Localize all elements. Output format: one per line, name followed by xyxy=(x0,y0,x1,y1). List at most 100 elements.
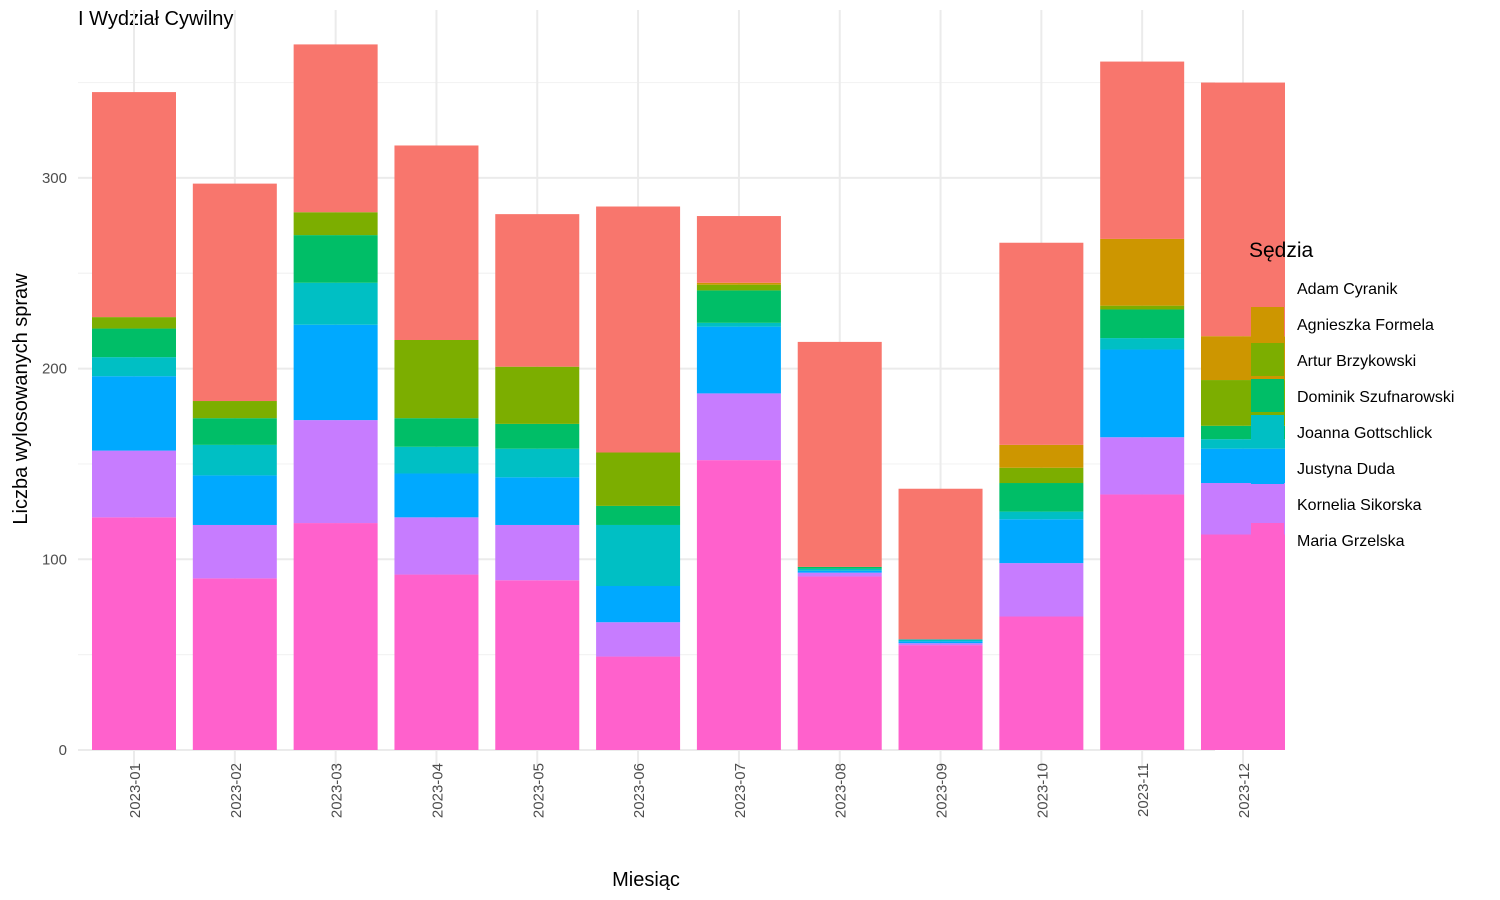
bar-segment xyxy=(898,643,983,646)
bar-segment xyxy=(293,523,378,750)
x-tick-label: 2023-04 xyxy=(429,763,446,818)
y-tick-label: 200 xyxy=(42,361,67,378)
bar-segment xyxy=(1201,439,1285,449)
legend-title: Sędzia xyxy=(1249,239,1314,262)
bar-segment xyxy=(293,282,378,325)
bar-segment xyxy=(192,475,277,525)
x-tick-label: 2023-05 xyxy=(530,763,547,818)
bar-segment xyxy=(999,483,1084,512)
legend-swatch xyxy=(1251,415,1284,448)
bar-segment xyxy=(999,444,1084,468)
legend-label: Maria Grzelska xyxy=(1297,533,1405,550)
bar-segment xyxy=(394,517,479,575)
bar-segment xyxy=(1100,305,1185,310)
bar-segment xyxy=(596,585,681,623)
bar-segment xyxy=(1201,534,1285,750)
bar-segment xyxy=(293,44,378,213)
bar-segment xyxy=(1100,349,1185,438)
bar-segment xyxy=(394,473,479,518)
bar-segment xyxy=(92,517,176,750)
x-tick-label: 2023-11 xyxy=(1135,763,1152,817)
legend-swatch xyxy=(1251,271,1284,304)
bar-segment xyxy=(495,214,580,367)
bar-segment xyxy=(192,183,277,402)
bar-segment xyxy=(495,524,580,581)
legend-label: Agnieszka Formela xyxy=(1297,317,1434,334)
bar-segment xyxy=(696,393,781,461)
y-tick-label: 100 xyxy=(42,551,67,568)
legend-swatch xyxy=(1251,487,1284,520)
bar-segment xyxy=(797,341,882,567)
legend-label: Justyna Duda xyxy=(1297,461,1395,478)
legend-label: Joanna Gottschlick xyxy=(1297,425,1433,442)
bar-segment xyxy=(92,317,176,329)
legend-swatch xyxy=(1251,451,1284,484)
bar-segment xyxy=(596,524,681,586)
x-tick-labels: 2023-01 2023-02 2023-03 2023-04 2023-05 2023-… xyxy=(127,763,1253,818)
bar-segment xyxy=(999,563,1084,617)
bar-segment xyxy=(394,145,479,340)
bar-segment xyxy=(999,616,1084,750)
bar-segment xyxy=(1100,309,1185,339)
x-tick-label: 2023-02 xyxy=(228,763,245,818)
bar-segment xyxy=(898,645,983,750)
bar-segment xyxy=(495,477,580,525)
bar-segment xyxy=(696,282,781,285)
bar-segment xyxy=(696,322,781,327)
legend-label: Adam Cyranik xyxy=(1297,281,1398,298)
bar-segment xyxy=(596,656,681,750)
bar-segment xyxy=(696,326,781,394)
bar-segment xyxy=(797,570,882,573)
x-tick-label: 2023-12 xyxy=(1236,763,1253,818)
bar-segment xyxy=(1100,494,1185,750)
bar-segment xyxy=(797,572,882,577)
y-tick-label: 0 xyxy=(59,742,67,759)
bar-segment xyxy=(797,576,882,750)
bar-segment xyxy=(92,376,176,451)
bar-segment xyxy=(696,290,781,323)
bar-segment xyxy=(394,446,479,474)
bar-segment xyxy=(293,324,378,421)
bar-segment xyxy=(394,574,479,750)
bar-segment xyxy=(293,212,378,236)
bar-segment xyxy=(898,639,983,642)
bar-segment xyxy=(999,519,1084,564)
bar-segment xyxy=(898,488,983,640)
x-tick-label: 2023-06 xyxy=(631,763,648,818)
bar-segment xyxy=(696,216,781,283)
bar-segment xyxy=(797,568,882,571)
x-tick-label: 2023-01 xyxy=(127,763,144,818)
bar-segment xyxy=(797,566,882,569)
y-tick-label: 300 xyxy=(42,170,67,187)
bar-segment xyxy=(696,460,781,750)
legend-label: Artur Brzykowski xyxy=(1297,353,1416,370)
bar-segment xyxy=(293,420,378,524)
bar-segment xyxy=(999,242,1084,445)
bar-segment xyxy=(495,580,580,750)
bar-segment xyxy=(192,578,277,750)
bar-segment xyxy=(92,92,176,318)
legend-swatch xyxy=(1251,523,1284,556)
bar-segment xyxy=(192,444,277,476)
y-axis-title: Liczba wylosowanych spraw xyxy=(10,273,32,525)
legend-label: Kornelia Sikorska xyxy=(1297,497,1422,514)
bar-segment xyxy=(192,524,277,579)
bar-segment xyxy=(192,401,277,419)
bar-segment xyxy=(898,641,983,644)
bar-segment xyxy=(495,366,580,424)
bar-segment xyxy=(596,622,681,657)
y-tick-labels: 0 100 200 300 xyxy=(42,170,67,759)
bar-segment xyxy=(495,423,580,449)
bar-segment xyxy=(696,284,781,291)
legend-swatch xyxy=(1251,343,1284,376)
bar-segment xyxy=(394,339,479,419)
bar-segment xyxy=(1100,238,1185,306)
bar-segment xyxy=(596,452,681,506)
x-tick-label: 2023-08 xyxy=(833,763,850,818)
x-tick-label: 2023-09 xyxy=(934,763,951,818)
bar-segment xyxy=(1100,338,1185,350)
bar-segment xyxy=(999,511,1084,520)
chart-title: I Wydział Cywilny xyxy=(78,8,234,30)
legend-swatch xyxy=(1251,379,1284,412)
bar-segment xyxy=(1100,437,1185,495)
